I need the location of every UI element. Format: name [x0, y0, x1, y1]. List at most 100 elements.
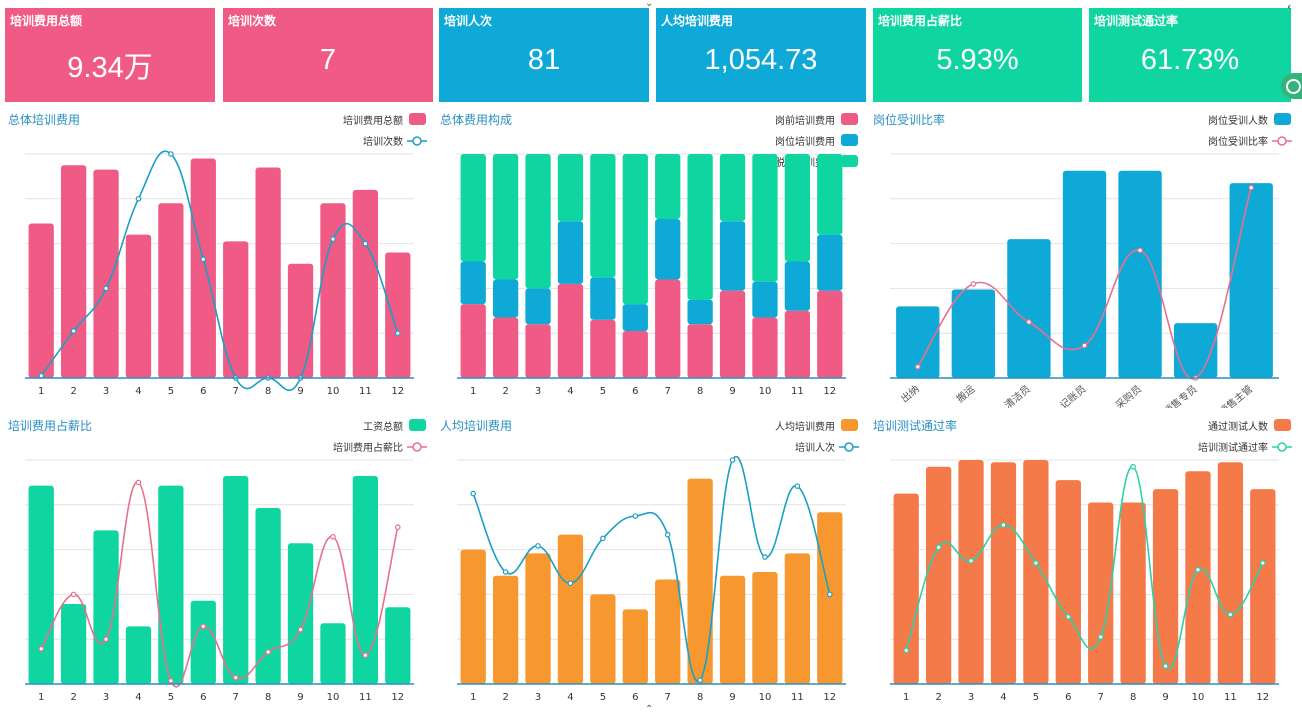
bar[interactable]: [893, 493, 919, 684]
bar[interactable]: [784, 261, 811, 311]
line-point[interactable]: [1033, 560, 1039, 566]
bar[interactable]: [352, 476, 379, 684]
line-point[interactable]: [330, 534, 336, 540]
line-point[interactable]: [632, 513, 639, 519]
line-point[interactable]: [970, 281, 977, 287]
line-point[interactable]: [1195, 566, 1201, 573]
bar[interactable]: [1055, 480, 1081, 684]
bar[interactable]: [1062, 170, 1107, 378]
line-point[interactable]: [394, 524, 401, 531]
bar[interactable]: [622, 154, 648, 305]
bar[interactable]: [655, 279, 681, 378]
line-point[interactable]: [1097, 634, 1104, 640]
line-point[interactable]: [1162, 663, 1169, 669]
bar[interactable]: [385, 252, 411, 378]
bar[interactable]: [687, 154, 713, 300]
bar[interactable]: [93, 169, 119, 378]
bar[interactable]: [752, 281, 778, 318]
line-point[interactable]: [362, 652, 369, 659]
line-point[interactable]: [1137, 247, 1143, 254]
legend-item[interactable]: 岗位受训人数: [1208, 113, 1291, 127]
bar[interactable]: [1229, 183, 1273, 378]
bar[interactable]: [492, 317, 519, 378]
legend-item[interactable]: 培训测试通过率: [1198, 441, 1292, 454]
bar[interactable]: [719, 154, 746, 222]
side-assistant-button[interactable]: [1281, 73, 1302, 99]
bar[interactable]: [287, 263, 314, 378]
line-point[interactable]: [103, 636, 109, 643]
bar[interactable]: [190, 158, 216, 378]
chevron-down-icon[interactable]: ⌄: [645, 0, 654, 9]
bar[interactable]: [896, 306, 940, 378]
line-point[interactable]: [168, 677, 174, 684]
line-point[interactable]: [762, 554, 768, 560]
bar[interactable]: [752, 572, 778, 684]
bar[interactable]: [752, 317, 778, 378]
line-point[interactable]: [1130, 463, 1136, 470]
bar[interactable]: [590, 154, 616, 278]
bar[interactable]: [557, 221, 584, 284]
line-point[interactable]: [265, 649, 271, 655]
bar[interactable]: [352, 189, 379, 378]
bar[interactable]: [687, 478, 713, 684]
bar[interactable]: [158, 485, 184, 684]
legend-item[interactable]: 培训费用总额: [343, 113, 426, 127]
bar[interactable]: [1185, 471, 1211, 684]
bar[interactable]: [320, 203, 346, 378]
line-point[interactable]: [362, 240, 369, 247]
bar[interactable]: [60, 165, 87, 378]
bar[interactable]: [492, 154, 519, 280]
bar[interactable]: [492, 575, 519, 684]
bar[interactable]: [817, 234, 843, 291]
bar[interactable]: [590, 594, 616, 684]
line-point[interactable]: [1081, 342, 1088, 349]
bar[interactable]: [719, 221, 746, 291]
legend-item[interactable]: 岗位培训费用: [775, 134, 858, 148]
bar[interactable]: [557, 283, 584, 378]
legend-item[interactable]: 培训次数: [363, 135, 427, 148]
bar[interactable]: [1007, 239, 1051, 378]
bar[interactable]: [460, 261, 486, 305]
line-point[interactable]: [600, 535, 606, 542]
bar[interactable]: [655, 218, 681, 280]
line-point[interactable]: [1248, 184, 1255, 191]
bar[interactable]: [1152, 489, 1179, 684]
line-point[interactable]: [168, 151, 174, 157]
line-point[interactable]: [70, 328, 77, 334]
line-point[interactable]: [729, 457, 736, 463]
bar[interactable]: [951, 289, 996, 378]
line-point[interactable]: [135, 479, 142, 486]
bar[interactable]: [590, 277, 616, 320]
line-point[interactable]: [1065, 614, 1072, 620]
bar[interactable]: [255, 508, 281, 684]
bar[interactable]: [158, 203, 184, 378]
line-point[interactable]: [1026, 319, 1032, 325]
line-point[interactable]: [1227, 611, 1234, 618]
line-point[interactable]: [914, 363, 921, 370]
legend-item[interactable]: 岗前培训费用: [775, 113, 858, 127]
legend-item[interactable]: 工资总额: [363, 419, 426, 433]
bar[interactable]: [1023, 460, 1049, 684]
bar[interactable]: [492, 279, 519, 318]
legend-item[interactable]: 人均培训费用: [775, 419, 858, 433]
bar[interactable]: [255, 167, 281, 378]
legend-item[interactable]: 培训费用占薪比: [333, 441, 427, 454]
bar[interactable]: [190, 600, 216, 684]
bar[interactable]: [557, 534, 584, 684]
bar[interactable]: [28, 485, 54, 684]
line-point[interactable]: [1000, 522, 1007, 528]
line-point[interactable]: [297, 626, 304, 633]
bar[interactable]: [655, 154, 681, 219]
line-point[interactable]: [135, 196, 142, 202]
bar[interactable]: [687, 299, 713, 325]
bar[interactable]: [525, 553, 551, 684]
line-point[interactable]: [567, 580, 574, 587]
line-point[interactable]: [200, 623, 207, 630]
bar[interactable]: [460, 304, 486, 378]
line-point[interactable]: [70, 591, 77, 598]
line-point[interactable]: [697, 677, 703, 684]
line-point[interactable]: [232, 674, 239, 681]
bar[interactable]: [719, 575, 746, 684]
bar[interactable]: [557, 154, 584, 222]
bar[interactable]: [784, 553, 811, 684]
